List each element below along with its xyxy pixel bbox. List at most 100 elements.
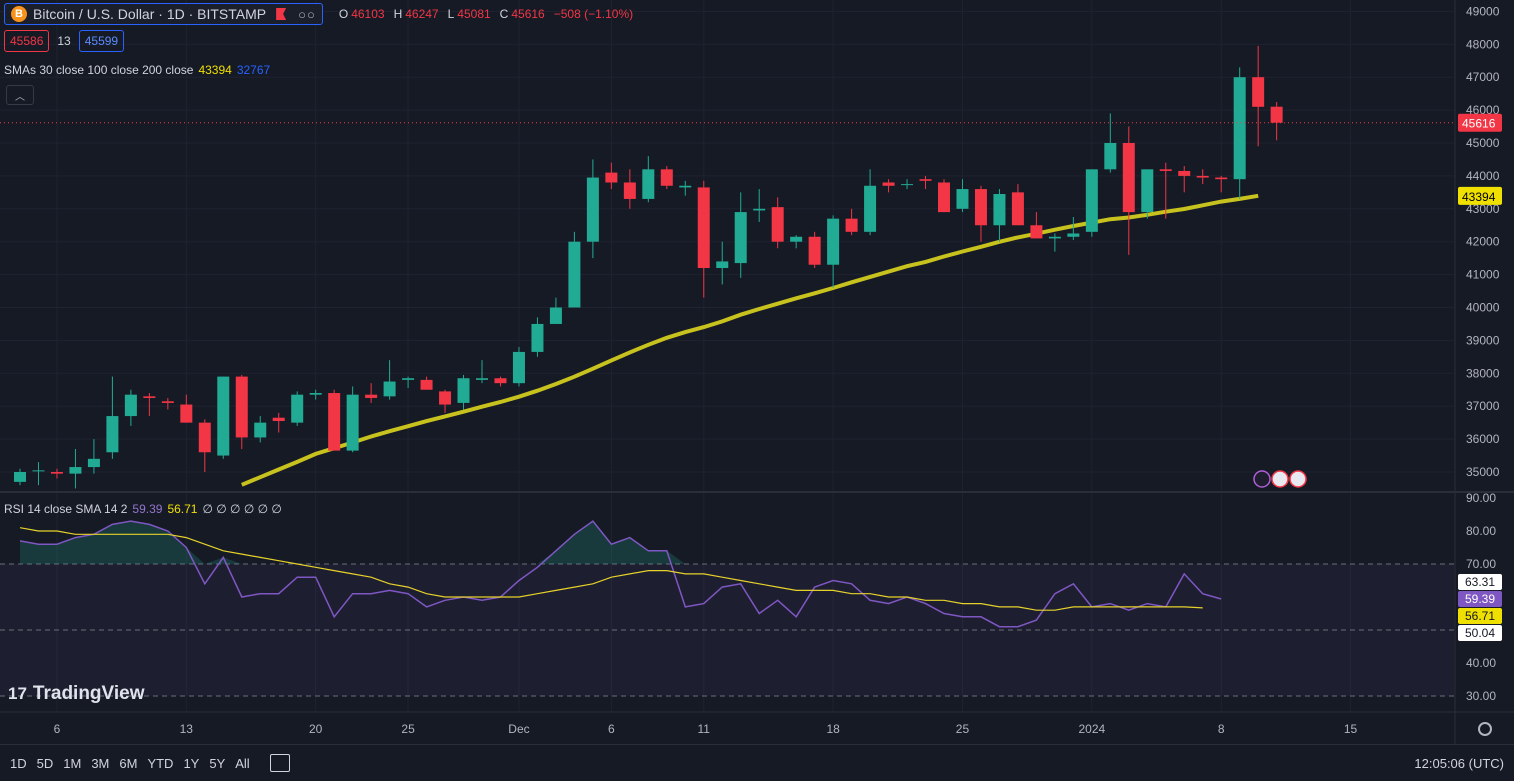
- candle-body[interactable]: [771, 207, 784, 242]
- candle-body[interactable]: [734, 212, 747, 264]
- candle-body[interactable]: [272, 417, 285, 422]
- candle-body[interactable]: [143, 396, 156, 398]
- candle-body[interactable]: [1030, 225, 1043, 239]
- candle-body[interactable]: [660, 169, 673, 186]
- candle-body[interactable]: [1252, 77, 1265, 107]
- candle-body[interactable]: [161, 401, 174, 403]
- calendar-icon[interactable]: [269, 754, 290, 772]
- candle-body[interactable]: [1159, 169, 1172, 171]
- candle-body[interactable]: [50, 472, 63, 474]
- candle-body[interactable]: [124, 394, 137, 417]
- candle-body[interactable]: [697, 187, 710, 269]
- time-tick-label: 13: [180, 722, 194, 736]
- sma-legend[interactable]: SMAs 30 close 100 close 200 close 43394 …: [4, 63, 270, 77]
- candle-body[interactable]: [106, 416, 119, 453]
- candle-body[interactable]: [1233, 77, 1246, 180]
- timeframe-all[interactable]: All: [235, 755, 250, 771]
- candle-body[interactable]: [845, 218, 858, 232]
- candle-body[interactable]: [1141, 169, 1154, 213]
- candle-body[interactable]: [420, 379, 433, 390]
- collapse-legend-button[interactable]: ︿: [6, 85, 34, 105]
- candle-body[interactable]: [974, 189, 987, 226]
- candle-body[interactable]: [383, 381, 396, 397]
- price-tick-label: 49000: [1466, 4, 1500, 18]
- buy-price-button[interactable]: 45599: [78, 30, 125, 52]
- candle-body[interactable]: [1011, 192, 1024, 226]
- candle-body[interactable]: [753, 208, 766, 211]
- candle-body[interactable]: [1270, 106, 1283, 123]
- candle-body[interactable]: [402, 378, 415, 380]
- timeframe-1m[interactable]: 1M: [63, 755, 82, 771]
- candle-body[interactable]: [512, 351, 525, 384]
- rsi-legend[interactable]: RSI 14 close SMA 14 2 59.39 56.71 ∅ ∅ ∅ …: [4, 502, 282, 516]
- candle-body[interactable]: [919, 179, 932, 181]
- candle-body[interactable]: [1196, 175, 1209, 178]
- candle-body[interactable]: [1178, 170, 1191, 176]
- candle-body[interactable]: [623, 182, 636, 199]
- candle-body[interactable]: [291, 394, 304, 423]
- candle-body[interactable]: [309, 393, 322, 395]
- flag-icon[interactable]: [276, 8, 287, 20]
- candle-body[interactable]: [328, 393, 341, 451]
- candle-body[interactable]: [642, 169, 655, 199]
- candle-body[interactable]: [217, 376, 230, 456]
- symbol-selector[interactable]: B Bitcoin / U.S. Dollar · 1D · BITSTAMP …: [4, 3, 323, 25]
- candle-body[interactable]: [14, 472, 26, 482]
- candle-body[interactable]: [679, 185, 692, 188]
- candle-body[interactable]: [87, 458, 100, 468]
- gear-icon[interactable]: [1478, 722, 1492, 736]
- candle-body[interactable]: [716, 261, 729, 269]
- candle-body[interactable]: [827, 218, 840, 265]
- us-flag-icon[interactable]: [1271, 470, 1289, 488]
- candle-body[interactable]: [938, 182, 950, 213]
- timeframe-5d[interactable]: 5D: [36, 755, 54, 771]
- candle-body[interactable]: [198, 422, 211, 453]
- lightning-icon[interactable]: [1253, 470, 1271, 488]
- candle-body[interactable]: [69, 467, 82, 474]
- candle-body[interactable]: [254, 422, 267, 438]
- candle-body[interactable]: [568, 241, 581, 308]
- us-flag-icon[interactable]: [1289, 470, 1307, 488]
- timeframe-3m[interactable]: 3M: [91, 755, 110, 771]
- time-readout[interactable]: 12:05:06 (UTC): [1414, 756, 1504, 771]
- timeframe-1d[interactable]: 1D: [10, 755, 27, 771]
- tradingview-watermark[interactable]: 17 TradingView: [8, 683, 145, 705]
- candle-body[interactable]: [864, 185, 877, 232]
- candle-body[interactable]: [180, 404, 193, 423]
- candle-body[interactable]: [1067, 233, 1080, 237]
- candle-body[interactable]: [549, 307, 562, 324]
- sell-price-button[interactable]: 45586: [4, 30, 50, 52]
- timeframe-1y[interactable]: 1Y: [183, 755, 200, 771]
- candle-body[interactable]: [346, 394, 359, 451]
- candle-body[interactable]: [1085, 169, 1098, 232]
- candle-body[interactable]: [32, 470, 45, 472]
- timeframe-ytd[interactable]: YTD: [147, 755, 174, 771]
- candle-body[interactable]: [790, 236, 803, 242]
- candle-body[interactable]: [956, 189, 969, 209]
- timeframe-6m[interactable]: 6M: [119, 755, 138, 771]
- candle-body[interactable]: [586, 177, 599, 242]
- candle-body[interactable]: [993, 193, 1006, 226]
- candle-body[interactable]: [1048, 236, 1061, 239]
- spread-value: 13: [57, 34, 71, 48]
- candle-body[interactable]: [365, 394, 378, 398]
- candle-body[interactable]: [901, 184, 914, 186]
- candle-body[interactable]: [1122, 143, 1135, 213]
- timeframe-5y[interactable]: 5Y: [209, 755, 226, 771]
- candle-body[interactable]: [531, 323, 544, 352]
- rsi-tick-label: 40.00: [1466, 656, 1496, 670]
- candle-body[interactable]: [457, 378, 470, 403]
- candle-body[interactable]: [494, 378, 507, 384]
- candle-body[interactable]: [605, 172, 618, 183]
- more-icon[interactable]: ○○: [298, 6, 316, 22]
- candle-body[interactable]: [476, 378, 488, 380]
- candle-body[interactable]: [882, 182, 895, 186]
- time-tick-label: 20: [309, 722, 323, 736]
- candle-body[interactable]: [439, 391, 452, 405]
- rsi-value-label: 63.31: [1465, 575, 1495, 589]
- candle-body[interactable]: [808, 236, 821, 265]
- candle-body[interactable]: [1104, 143, 1117, 170]
- candle-body[interactable]: [235, 376, 248, 438]
- candle-body[interactable]: [1215, 177, 1228, 180]
